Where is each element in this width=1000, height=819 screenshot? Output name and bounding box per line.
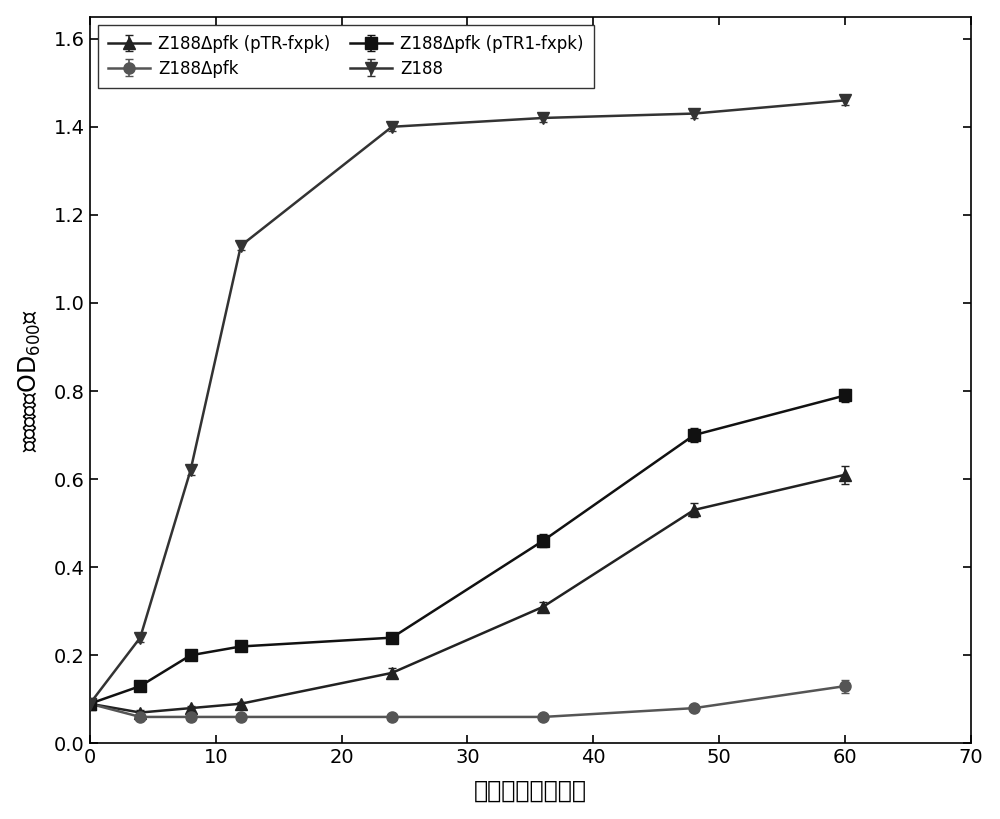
Y-axis label: 菌体生长（OD$_{600}$）: 菌体生长（OD$_{600}$） [17, 309, 43, 451]
Legend: Z188Δpfk (pTR-fxpk), Z188Δpfk, Z188Δpfk (pTR1-fxpk), Z188: Z188Δpfk (pTR-fxpk), Z188Δpfk, Z188Δpfk … [98, 25, 594, 88]
X-axis label: 培养时间（小时）: 培养时间（小时） [474, 778, 587, 803]
